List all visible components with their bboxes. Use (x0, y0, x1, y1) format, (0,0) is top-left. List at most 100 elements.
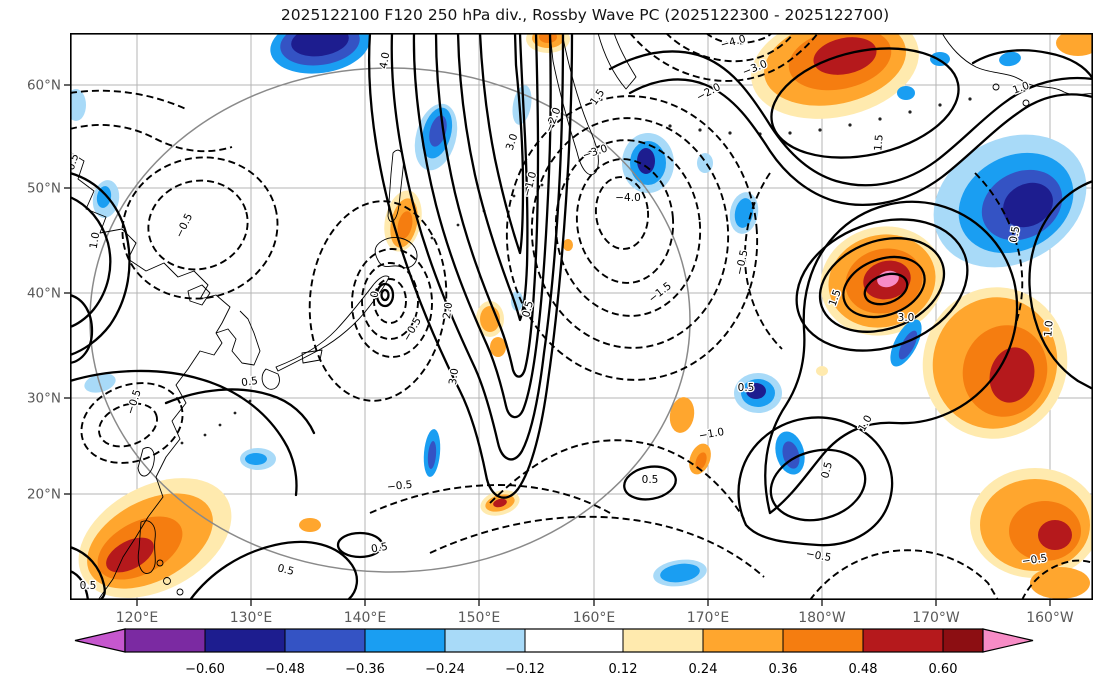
shaded-region (999, 51, 1021, 67)
colorbar-segment (943, 629, 983, 652)
contour-label: −1.0 (698, 426, 725, 442)
colorbar-tick-label: 0.60 (929, 662, 958, 677)
latitude-axis-labels: 60°N 50°N 40°N 30°N 20°N (27, 78, 61, 503)
shaded-region (106, 537, 154, 573)
kyushu-coast (261, 368, 280, 390)
colorbar-segment (365, 629, 445, 652)
shaded-region (299, 518, 321, 532)
shaded-region (1038, 520, 1072, 550)
contour-label: 0.5 (370, 541, 389, 556)
colorbar-tick-label: −0.24 (425, 662, 465, 677)
kamchatka-east-coast (597, 33, 637, 90)
lon-tick-label: 130°E (230, 610, 273, 626)
luzon-coast (137, 520, 156, 574)
contour-label: 0.5 (520, 300, 536, 319)
contour-label: 4.0 (378, 51, 393, 70)
contour-label: 1.0 (1042, 320, 1055, 338)
contour-label: 3.0 (898, 312, 915, 324)
colorbar-tick-label: −0.48 (265, 662, 305, 677)
contour-label: 3.0 (447, 367, 461, 385)
colorbar-segment (623, 629, 703, 652)
colorbar-tick-label: 0.24 (689, 662, 718, 677)
shaded-region (695, 452, 707, 470)
map-border (70, 33, 1094, 601)
lon-tick-label: 180°W (798, 610, 846, 626)
colorbar-segment (863, 629, 943, 652)
lat-tick-label: 50°N (27, 181, 61, 197)
colorbar-segment (783, 629, 863, 652)
contour-label: 1.0 (88, 231, 103, 250)
contour-label: 2.0 (441, 301, 455, 319)
chart-title: 2025122100 F120 250 hPa div., Rossby Wav… (281, 6, 889, 24)
negative-divergence-contours (70, 33, 1093, 600)
lat-tick-label: 60°N (27, 78, 61, 94)
taiwan-coast (137, 447, 155, 477)
axis-tick-marks (64, 84, 1051, 606)
korea-coast (215, 310, 261, 366)
colorbar: −0.60 −0.48 −0.36 −0.24 −0.12 0.12 0.24 0.36 0.4… (74, 628, 1034, 677)
contour-label: 0.5 (819, 461, 835, 480)
asia-mainland-coast (70, 151, 231, 600)
contour-label: −0.5 (1021, 552, 1048, 567)
lat-tick-label: 40°N (27, 286, 61, 302)
shaded-region (813, 37, 877, 75)
contour-label: −4.0 (615, 192, 641, 204)
colorbar-segment (285, 629, 365, 652)
lon-tick-label: 120°E (116, 610, 159, 626)
shaded-region (427, 441, 437, 469)
shaded-region (70, 89, 86, 121)
colorbar-segment (205, 629, 285, 652)
colorbar-tick-label: −0.60 (185, 662, 225, 677)
philippine-islands (156, 559, 184, 596)
shaded-region (746, 383, 766, 399)
shaded-region (539, 33, 557, 43)
longitude-axis-labels: 120°E 130°E 140°E 150°E 160°E 170°E 180°W 170°W… (116, 610, 1074, 626)
shaded-region (930, 52, 950, 66)
contour-label: −0.5 (805, 548, 832, 564)
colorbar-tick-label: −0.12 (505, 662, 545, 677)
shaded-region (669, 397, 695, 433)
contour-label: −0.5 (734, 249, 751, 276)
contour-label: 0.5 (276, 562, 295, 578)
lon-tick-label: 160°W (1026, 610, 1074, 626)
shaded-region (816, 366, 828, 376)
lon-tick-label: 170°W (912, 610, 960, 626)
shaded-region (1003, 182, 1053, 228)
kamchatka-coast (549, 33, 599, 176)
shaded-region (989, 347, 1035, 403)
shaded-region (1030, 567, 1090, 599)
contour-label: 0.5 (642, 474, 659, 486)
ryukyu-islands (180, 399, 252, 445)
contour-label: −0.5 (386, 479, 413, 494)
shaded-region (397, 211, 413, 239)
shaded-region (734, 198, 754, 228)
contour-label: 0.5 (240, 375, 258, 389)
colorbar-segment (125, 629, 205, 652)
colorbar-tick-label: 0.36 (769, 662, 798, 677)
shaded-region (660, 563, 700, 583)
contour-label: 1.5 (872, 134, 885, 152)
shaded-region (897, 86, 915, 100)
shaded-region (245, 453, 267, 465)
map-plot-area: 4.03.02.03.00.51.5 −2.0−3.0−4.0−4.0−3.0−2… (27, 33, 1094, 626)
shaded-region (490, 337, 506, 357)
lon-tick-label: 150°E (458, 610, 501, 626)
lon-tick-label: 170°E (687, 610, 730, 626)
shaded-region (563, 239, 573, 251)
lon-tick-label: 160°E (573, 610, 616, 626)
colorbar-tick-label: −0.36 (345, 662, 385, 677)
bohai-coast (187, 284, 211, 306)
contour-label: 0.5 (1008, 225, 1023, 244)
colorbar-segment (445, 629, 525, 652)
lat-tick-label: 20°N (27, 487, 61, 503)
shaded-region (637, 148, 655, 174)
colorbar-tick-label: 0.48 (849, 662, 878, 677)
shaded-region (493, 498, 507, 508)
lon-tick-label: 140°E (344, 610, 387, 626)
contour-label: 0 (369, 290, 382, 299)
contour-label: 0.5 (80, 580, 97, 592)
shaded-anomaly-regions (70, 33, 1093, 599)
lat-tick-label: 30°N (27, 391, 61, 407)
